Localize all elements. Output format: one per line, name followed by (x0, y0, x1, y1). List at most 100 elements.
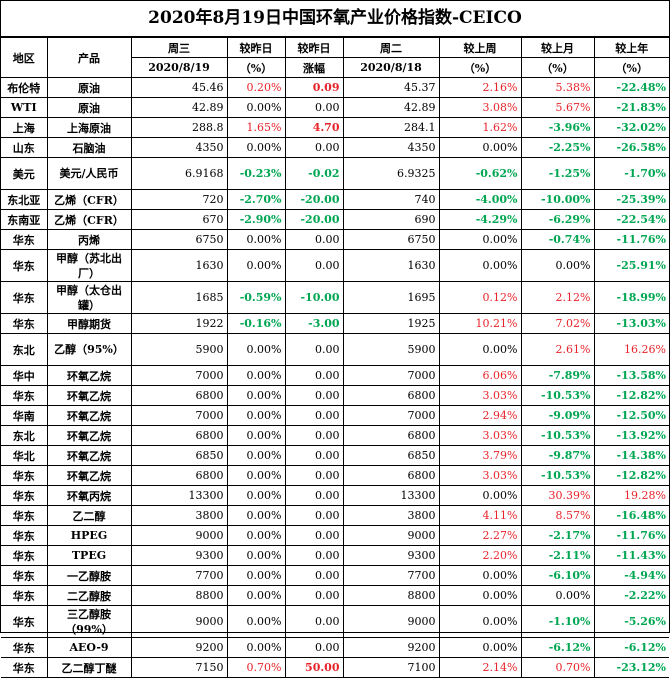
cell-tue-price: 5900 (342, 333, 440, 366)
cell-tue-price: 6.9325 (342, 157, 440, 190)
cell-month-pct: 5.67% (520, 97, 595, 118)
cell-region: 东南亚 (1, 209, 48, 230)
cell-region: 华东 (1, 545, 48, 566)
cell-wed-price: 6800 (130, 425, 228, 446)
cell-week-pct: -4.29% (438, 209, 522, 230)
cell-week-pct: 2.27% (438, 525, 522, 546)
cell-month-pct: -2.25% (520, 137, 595, 158)
cell-wed-price: 42.89 (130, 97, 228, 118)
cell-product: 一乙醇胺 (46, 565, 132, 586)
cell-day-pct: 0.00% (226, 405, 286, 426)
table-row: 上海 上海原油 288.8 1.65% 4.70 284.1 1.62% -3.96% -32.… (1, 117, 669, 138)
cell-region: WTI (1, 97, 48, 118)
cell-wed-price: 7000 (130, 365, 228, 386)
table-row: 华北 环氧乙烷 6850 0.00% 0.00 6850 3.79% -9.87% -14.38… (1, 445, 669, 466)
table-row: 华东 环氧乙烷 6800 0.00% 0.00 6800 3.03% -10.53% -12.8… (1, 385, 669, 406)
cell-day-pct: -0.23% (226, 157, 286, 190)
table-row: 华东 TPEG 9300 0.00% 0.00 9300 2.20% -2.11% -11.43… (1, 545, 669, 566)
cell-day-abs: 0.00 (284, 229, 344, 250)
header-product: 产品 (46, 37, 132, 78)
cell-day-pct: 0.00% (226, 465, 286, 486)
table-row: 华东 环氧乙烷 6800 0.00% 0.00 6800 3.03% -10.53% -12.8… (1, 465, 669, 486)
table-row: 华东 HPEG 9000 0.00% 0.00 9000 2.27% -2.17% -11.76… (1, 525, 669, 546)
table-row: 美元 美元/人民币 6.9168 -0.23% -0.02 6.9325 -0.62% -1.… (1, 157, 669, 190)
cell-month-pct: 0.00% (520, 249, 595, 282)
header-vs-yesterday-unit: （%） (226, 57, 286, 78)
cell-tue-price: 1695 (342, 281, 440, 314)
header-tue-date: 2020/8/18 (342, 57, 440, 78)
table-row: 东北 环氧乙烷 6800 0.00% 0.00 6800 3.03% -10.53% -13.9… (1, 425, 669, 446)
header-vs-last-week-unit: （%） (438, 57, 522, 78)
cell-tue-price: 1925 (342, 313, 440, 334)
cell-day-abs: 0.00 (284, 385, 344, 406)
cell-product: 甲醇（苏北出厂） (46, 249, 132, 282)
cell-week-pct: 0.12% (438, 281, 522, 314)
cell-week-pct: 0.00% (438, 485, 522, 506)
cell-month-pct: 8.57% (520, 505, 595, 526)
cell-day-abs: -20.00 (284, 209, 344, 230)
cell-month-pct: 30.39% (520, 485, 595, 506)
cell-week-pct: 3.08% (438, 97, 522, 118)
cell-region: 东北亚 (1, 189, 48, 210)
cell-month-pct: 2.12% (520, 281, 595, 314)
cell-month-pct: -7.89% (520, 365, 595, 386)
cell-month-pct: 0.70% (520, 657, 595, 678)
header-vs-yesterday-abs: 较昨日 (284, 37, 344, 58)
cell-day-pct: 0.00% (226, 229, 286, 250)
cell-year-pct: -14.38% (593, 445, 669, 466)
cell-product: 甲醇（太仓出罐） (46, 281, 132, 314)
cell-product: HPEG (46, 525, 132, 546)
cell-product: 乙二醇丁醚 (46, 657, 132, 678)
cell-wed-price: 9000 (130, 525, 228, 546)
cell-day-pct: 0.00% (226, 333, 286, 366)
cell-product: 石脑油 (46, 137, 132, 158)
cell-year-pct: -26.58% (593, 137, 669, 158)
cell-week-pct: 0.00% (438, 565, 522, 586)
table-row: 华东 乙二醇 3800 0.00% 0.00 3800 4.11% 8.57% -16.48% (1, 505, 669, 526)
cell-day-pct: 0.00% (226, 525, 286, 546)
cell-year-pct: -4.94% (593, 565, 669, 586)
cell-day-abs: 0.00 (284, 465, 344, 486)
cell-year-pct: -6.12% (593, 637, 669, 658)
cell-week-pct: 2.16% (438, 77, 522, 98)
cell-region: 山东 (1, 137, 48, 158)
cell-day-pct: 0.00% (226, 425, 286, 446)
header-change: 涨幅 (284, 57, 344, 78)
cell-region: 华东 (1, 313, 48, 334)
cell-product: 环氧乙烷 (46, 465, 132, 486)
cell-day-pct: 0.00% (226, 505, 286, 526)
cell-day-abs: 0.00 (284, 525, 344, 546)
cell-month-pct: -6.29% (520, 209, 595, 230)
cell-tue-price: 6850 (342, 445, 440, 466)
cell-month-pct: -9.87% (520, 445, 595, 466)
header-vs-last-month-unit: （%） (520, 57, 595, 78)
cell-wed-price: 720 (130, 189, 228, 210)
cell-tue-price: 7000 (342, 365, 440, 386)
cell-product: 环氧丙烷 (46, 485, 132, 506)
cell-month-pct: -2.17% (520, 525, 595, 546)
cell-region: 东北 (1, 425, 48, 446)
cell-tue-price: 7100 (342, 657, 440, 678)
cell-month-pct: 2.61% (520, 333, 595, 366)
cell-region: 东北 (1, 333, 48, 366)
cell-month-pct: -10.53% (520, 385, 595, 406)
cell-day-abs: -20.00 (284, 189, 344, 210)
cell-product: 甲醇期货 (46, 313, 132, 334)
cell-month-pct: -6.10% (520, 565, 595, 586)
cell-year-pct: -2.22% (593, 585, 669, 606)
cell-tue-price: 7000 (342, 405, 440, 426)
cell-wed-price: 13300 (130, 485, 228, 506)
cell-tue-price: 6800 (342, 425, 440, 446)
cell-day-pct: -2.90% (226, 209, 286, 230)
cell-day-abs: 0.00 (284, 637, 344, 658)
cell-week-pct: 0.00% (438, 333, 522, 366)
cell-day-pct: 1.65% (226, 117, 286, 138)
cell-wed-price: 1630 (130, 249, 228, 282)
cell-year-pct: -13.03% (593, 313, 669, 334)
cell-tue-price: 9300 (342, 545, 440, 566)
cell-wed-price: 7700 (130, 565, 228, 586)
cell-month-pct: -0.74% (520, 229, 595, 250)
cell-day-abs: 50.00 (284, 657, 344, 678)
cell-wed-price: 1685 (130, 281, 228, 314)
header-vs-last-month: 较上月 (520, 37, 595, 58)
